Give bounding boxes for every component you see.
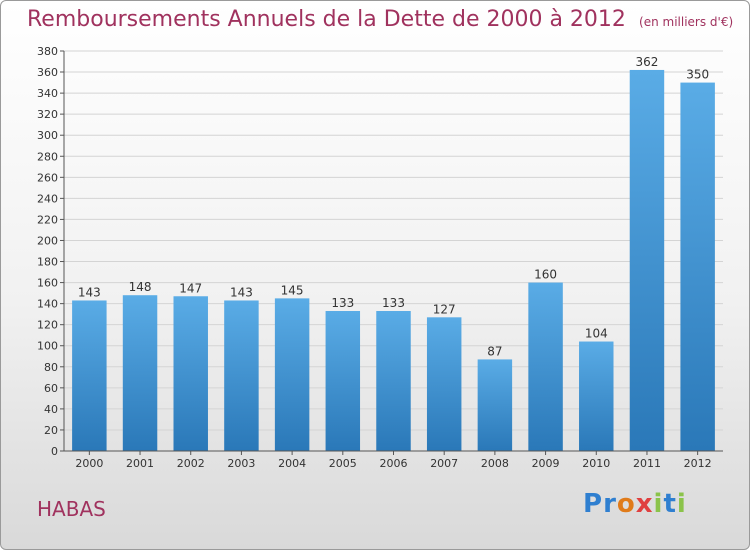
- y-tick-label: 260: [37, 171, 58, 184]
- y-tick-label: 160: [37, 277, 58, 290]
- bar-2000: [72, 300, 107, 451]
- bar-2010: [579, 341, 614, 451]
- y-tick-label: 380: [37, 45, 58, 58]
- logo-letter: t: [663, 489, 677, 519]
- bar-2012: [680, 82, 715, 451]
- chart-axes: [63, 51, 723, 452]
- commune-name: HABAS: [37, 497, 106, 521]
- bar-2011: [629, 69, 665, 452]
- x-tick-label: 2006: [380, 457, 408, 470]
- x-tick-label: 2001: [126, 457, 154, 470]
- y-tick-label: 360: [37, 66, 58, 79]
- bar-2004: [274, 298, 310, 451]
- data-label: 143: [230, 285, 253, 299]
- data-label: 145: [281, 283, 304, 297]
- y-tick-label: 220: [37, 213, 58, 226]
- y-tick-label: 40: [44, 403, 58, 416]
- y-tick-label: 60: [44, 382, 58, 395]
- bar-2006: [376, 311, 411, 451]
- bar-2009: [528, 282, 563, 451]
- y-tick-label: 20: [44, 424, 58, 437]
- bar-2002: [173, 296, 208, 451]
- y-tick-label: 200: [37, 234, 58, 247]
- y-tick-label: 100: [37, 340, 58, 353]
- chart-bars: [72, 69, 715, 452]
- x-tick-label: 2010: [582, 457, 610, 470]
- chart-title-text: Remboursements Annuels de la Dette de 20…: [27, 7, 626, 32]
- bar-2007: [426, 317, 462, 451]
- y-tick-label: 240: [37, 192, 58, 205]
- x-tick-label: 2005: [329, 457, 357, 470]
- y-tick-label: 180: [37, 256, 58, 269]
- data-label: 362: [636, 55, 659, 69]
- logo-letter: o: [616, 489, 636, 519]
- bar-2008: [477, 359, 513, 451]
- y-tick-label: 140: [37, 298, 58, 311]
- y-tick-label: 300: [37, 129, 58, 142]
- x-tick-label: 2000: [75, 457, 103, 470]
- chart-data-labels: 143 148 147 143 145 133 133 127 87 160 104 362 350: [78, 55, 709, 358]
- chart-title: Remboursements Annuels de la Dette de 20…: [27, 7, 733, 32]
- proxiti-logo: Proxiti: [583, 489, 687, 519]
- y-tick-label: 280: [37, 150, 58, 163]
- y-tick-label: 0: [51, 445, 58, 458]
- data-label: 133: [331, 296, 354, 310]
- x-tick-label: 2002: [177, 457, 205, 470]
- logo-letter: r: [603, 489, 617, 519]
- data-label: 133: [382, 296, 405, 310]
- y-tick-label: 320: [37, 108, 58, 121]
- x-tick-label: 2008: [481, 457, 509, 470]
- x-tick-label: 2003: [227, 457, 255, 470]
- x-tick-label: 2009: [532, 457, 560, 470]
- data-label: 148: [129, 280, 152, 294]
- y-axis-ticks: 0 20 40 60 80 100 120 140 160 180 200 220 240 260 280 3…: [37, 45, 64, 458]
- bar-2001: [122, 295, 158, 451]
- x-tick-label: 2007: [430, 457, 458, 470]
- logo-letter: x: [635, 489, 654, 519]
- data-label: 350: [686, 68, 709, 82]
- logo-letter: i: [653, 489, 664, 519]
- x-axis-ticks: 2000 2001 2002 2003 2004 2005 2006 2007 2008 2009…: [75, 451, 712, 470]
- data-label: 160: [534, 268, 557, 282]
- x-tick-label: 2004: [278, 457, 306, 470]
- bar-2003: [224, 300, 259, 451]
- logo-letter: P: [583, 489, 604, 519]
- data-label: 127: [433, 302, 456, 316]
- chart-unit: (en milliers d'€): [639, 15, 734, 29]
- data-label: 143: [78, 285, 101, 299]
- y-tick-label: 80: [44, 361, 58, 374]
- y-tick-label: 340: [37, 87, 58, 100]
- x-tick-label: 2012: [684, 457, 712, 470]
- logo-letter: i: [676, 489, 687, 519]
- bar-2005: [325, 311, 361, 451]
- data-label: 87: [487, 344, 502, 358]
- x-tick-label: 2011: [633, 457, 661, 470]
- data-label: 104: [585, 327, 608, 341]
- y-tick-label: 120: [37, 319, 58, 332]
- data-label: 147: [179, 281, 202, 295]
